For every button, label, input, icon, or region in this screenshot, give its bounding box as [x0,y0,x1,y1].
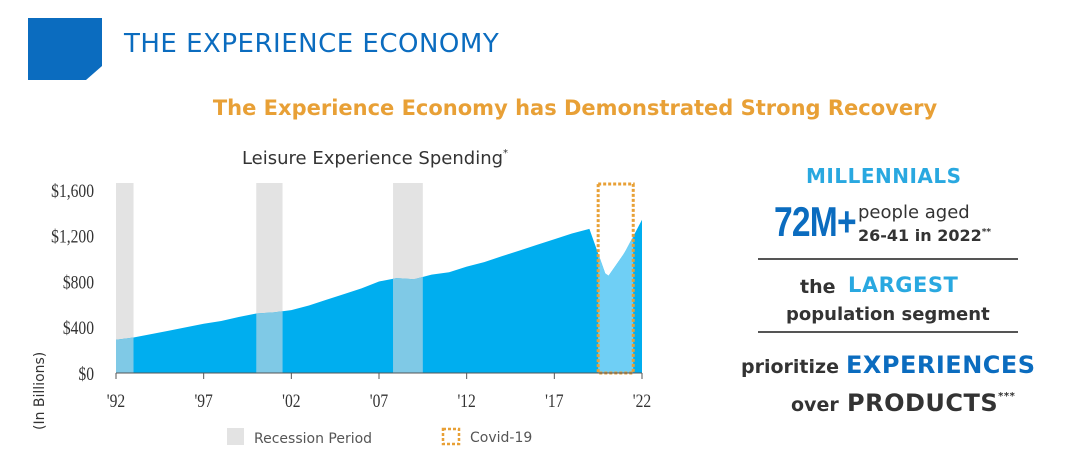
recession-area-overlay-2 [393,276,423,373]
covid-area-overlay [598,236,634,373]
x-tick-label: '07 [370,391,389,412]
largest-text: LARGEST [848,273,959,297]
y-tick-label: $0 [78,364,94,385]
leisure-spending-chart: Leisure Experience Spending* (In Billion… [32,148,651,447]
x-tick-label: '17 [545,391,564,412]
millennials-count-stat: 72M+ [774,198,857,245]
x-tick-label: '12 [457,391,475,412]
legend-recession-label: Recession Period [254,431,372,447]
the-text: the [800,276,836,298]
chart-title: Leisure Experience Spending* [242,148,508,169]
over-text: over [791,394,839,416]
legend-covid-swatch [441,427,461,446]
recession-area-overlay-0 [116,337,134,373]
recession-bar-0 [116,183,134,373]
divider-bottom [758,331,1018,333]
y-tick-label: $400 [63,318,94,339]
stat-description-line2: 26-41 in 2022** [858,226,991,245]
x-tick-label: '97 [194,391,213,412]
x-tick-label: '02 [282,391,300,412]
page-subtitle: The Experience Economy has Demonstrated … [212,96,938,120]
millennials-heading: MILLENNIALS [806,164,962,188]
stat-description-text: 26-41 in 2022 [858,226,982,245]
stat-description-line1: people aged [858,202,970,223]
x-tick-label: '92 [107,391,125,412]
x-tick-label: '22 [633,391,651,412]
y-tick-label: $800 [63,272,94,293]
y-tick-label: $1,600 [51,181,94,202]
spending-area [116,219,642,373]
legend-recession-swatch [227,428,244,445]
chart-title-footnote: * [503,148,508,159]
y-axis-label: (In Billions) [32,352,48,430]
y-tick-label: $1,200 [51,226,94,247]
divider-top [758,258,1018,260]
chart-title-text: Leisure Experience Spending [242,148,503,169]
page-title: THE EXPERIENCE ECONOMY [124,29,500,59]
products-footnote-mark: *** [998,391,1016,402]
population-segment-text: population segment [786,304,990,325]
prioritize-text: prioritize [741,356,839,378]
products-text: PRODUCTS*** [847,389,1015,417]
experiences-text: EXPERIENCES [846,351,1036,379]
legend-covid-label: Covid-19 [470,430,532,446]
logo-block [28,18,102,80]
recession-area-overlay-1 [256,311,283,373]
stat-footnote-mark: ** [981,227,992,238]
products-word: PRODUCTS [847,389,999,417]
